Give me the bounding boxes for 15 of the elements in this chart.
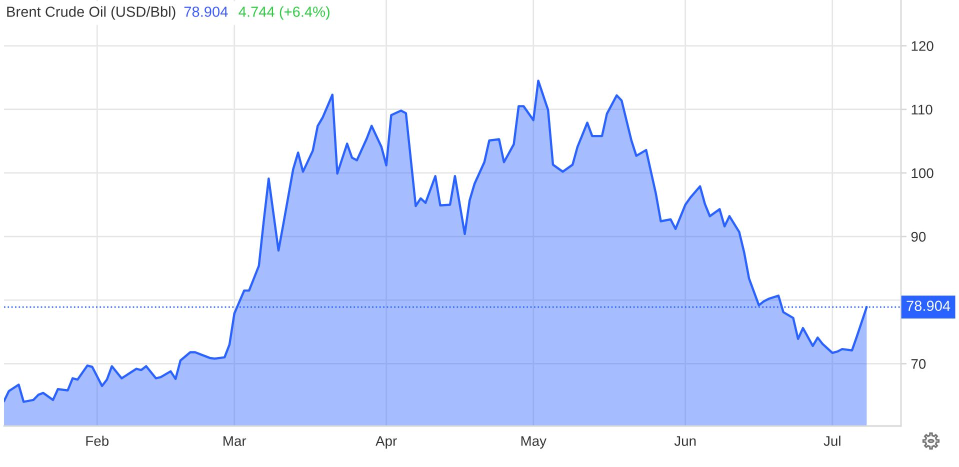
x-tick-label: Mar (224, 436, 246, 446)
chart-title: Brent Crude Oil (USD/Bbl) (7, 6, 176, 20)
chart-subtitle: 78.904 (184, 6, 228, 17)
x-tick-label: May (521, 436, 546, 449)
x-tick-label: Apr (376, 436, 397, 449)
ref-line-label: 78.904 (906, 300, 950, 311)
x-tick-label: Feb (86, 436, 109, 446)
y-tick-label: 90 (911, 232, 926, 242)
x-tick-label: Jun (674, 436, 696, 446)
y-tick-label: 100 (912, 168, 934, 178)
x-tick-label: Jul (824, 436, 840, 446)
y-tick-label: 70 (911, 359, 926, 369)
y-tick-label: 110 (912, 104, 932, 115)
annotation: 4.744 (+6.4%) (238, 6, 330, 20)
y-tick-label: 120 (912, 41, 934, 51)
